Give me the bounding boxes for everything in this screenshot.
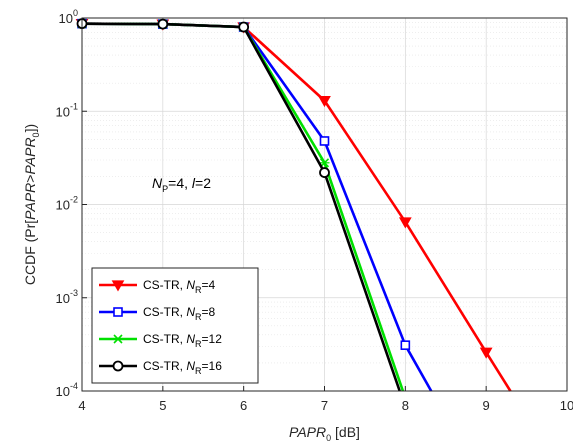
y-tick-label: 100: [59, 8, 78, 26]
x-label-italic: PAPR: [289, 424, 326, 440]
x-tick-label: 10: [560, 398, 573, 413]
y-tick-exponent: -2: [70, 195, 78, 205]
y-tick-base: 10: [56, 104, 70, 119]
annot-eq-2: =2: [195, 175, 211, 191]
y-tick-base: 10: [56, 198, 70, 213]
annot-sub-1: P: [162, 184, 168, 194]
x-tick-label: 9: [483, 398, 490, 413]
annot-sym-1: N: [152, 175, 163, 191]
x-tick-label: 7: [321, 398, 328, 413]
legend-swatch-marker: [113, 334, 123, 344]
data-point: [238, 21, 250, 33]
annot-eq-1: =4,: [168, 175, 192, 191]
y-tick-exponent: -4: [70, 381, 78, 391]
series-3: [76, 18, 401, 392]
legend-entry: CS-TR, NR=4: [99, 278, 216, 295]
legend-swatch-marker: [111, 280, 125, 292]
y-tick-label: 10-1: [56, 101, 78, 119]
y-axis-label: CCDF (Pr[PAPR>PAPR0]): [22, 124, 41, 285]
legend-swatch-marker: [113, 307, 123, 317]
y-tick-exponent: -1: [70, 101, 78, 111]
x-tick-label: 5: [159, 398, 166, 413]
y-label-italic-2: PAPR: [22, 137, 38, 174]
x-tick-label: 6: [240, 398, 247, 413]
x-label-sub: 0: [326, 433, 331, 443]
data-point: [400, 340, 411, 350]
y-tick-base: 10: [56, 384, 70, 399]
legend-entry: CS-TR, NR=12: [99, 332, 222, 349]
legend-swatch-marker: [112, 360, 124, 372]
data-point: [319, 167, 330, 178]
data-point: [157, 18, 169, 30]
legend-label: CS-TR, NR=16: [143, 359, 222, 376]
y-label-prefix: CCDF (Pr[: [22, 220, 38, 285]
x-tick-label: 4: [78, 398, 85, 413]
legend-label: CS-TR, NR=12: [143, 332, 222, 349]
y-tick-label: 10-4: [56, 381, 78, 399]
y-tick-label: 10-3: [56, 288, 78, 306]
data-point: [398, 217, 412, 229]
data-point: [319, 136, 330, 146]
y-tick-base: 10: [56, 291, 70, 306]
x-axis-ticks: 4 5 6 7 8 9 10: [78, 386, 573, 413]
y-tick-exponent: 0: [73, 8, 78, 18]
series-layer: [75, 18, 512, 392]
data-point: [318, 95, 331, 108]
y-tick-label: 10-2: [56, 195, 78, 213]
parameter-annotation: NP=4, l=2: [152, 175, 211, 194]
legend-items: CS-TR, NR=4 CS-TR, NR=8 CS-TR, NR=12 CS-TR,…: [99, 278, 222, 376]
x-axis-label: PAPR0 [dB]: [289, 424, 360, 443]
x-label-suffix: [dB]: [331, 424, 360, 440]
legend-entry: CS-TR, NR=8: [99, 305, 216, 322]
legend-entry: CS-TR, NR=16: [99, 359, 222, 376]
x-tick-label: 8: [402, 398, 409, 413]
y-label-italic-1: PAPR: [22, 183, 38, 220]
legend-label: CS-TR, NR=4: [143, 278, 216, 295]
legend: CS-TR, NR=4 CS-TR, NR=8 CS-TR, NR=12 CS-TR,…: [91, 267, 259, 384]
y-tick-base: 10: [59, 11, 73, 26]
y-tick-exponent: -3: [70, 288, 78, 298]
annot-sym-2: l: [192, 175, 196, 191]
y-label-mid: >: [22, 175, 38, 183]
y-label-sub: 0: [31, 132, 41, 137]
y-label-suffix: ]): [22, 124, 38, 133]
legend-label: CS-TR, NR=8: [143, 305, 216, 322]
data-point: [479, 347, 493, 359]
